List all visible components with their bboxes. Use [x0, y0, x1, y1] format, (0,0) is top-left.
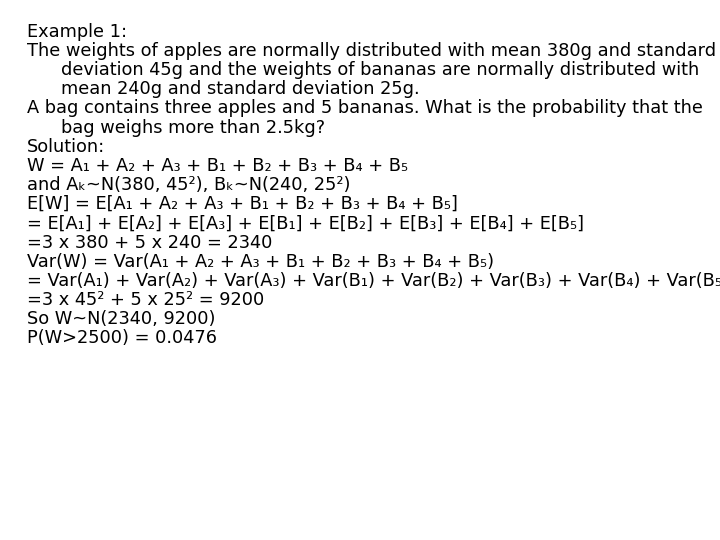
Text: deviation 45g and the weights of bananas are normally distributed with: deviation 45g and the weights of bananas…: [61, 61, 699, 79]
Text: =3 x 45² + 5 x 25² = 9200: =3 x 45² + 5 x 25² = 9200: [27, 291, 265, 309]
Text: = E[A₁] + E[A₂] + E[A₃] + E[B₁] + E[B₂] + E[B₃] + E[B₄] + E[B₅]: = E[A₁] + E[A₂] + E[A₃] + E[B₁] + E[B₂] …: [27, 214, 585, 232]
Text: = Var(A₁) + Var(A₂) + Var(A₃) + Var(B₁) + Var(B₂) + Var(B₃) + Var(B₄) + Var(B₅): = Var(A₁) + Var(A₂) + Var(A₃) + Var(B₁) …: [27, 272, 720, 290]
Text: and Aₖ~N(380, 45²), Bₖ~N(240, 25²): and Aₖ~N(380, 45²), Bₖ~N(240, 25²): [27, 176, 351, 194]
Text: Var(W) = Var(A₁ + A₂ + A₃ + B₁ + B₂ + B₃ + B₄ + B₅): Var(W) = Var(A₁ + A₂ + A₃ + B₁ + B₂ + B₃…: [27, 253, 495, 271]
Text: P(W>2500) = 0.0476: P(W>2500) = 0.0476: [27, 329, 217, 347]
Text: The weights of apples are normally distributed with mean 380g and standard: The weights of apples are normally distr…: [27, 42, 716, 60]
Text: W = A₁ + A₂ + A₃ + B₁ + B₂ + B₃ + B₄ + B₅: W = A₁ + A₂ + A₃ + B₁ + B₂ + B₃ + B₄ + B…: [27, 157, 408, 175]
Text: =3 x 380 + 5 x 240 = 2340: =3 x 380 + 5 x 240 = 2340: [27, 233, 273, 252]
Text: Example 1:: Example 1:: [27, 23, 127, 40]
Text: mean 240g and standard deviation 25g.: mean 240g and standard deviation 25g.: [61, 80, 420, 98]
Text: E[W] = E[A₁ + A₂ + A₃ + B₁ + B₂ + B₃ + B₄ + B₅]: E[W] = E[A₁ + A₂ + A₃ + B₁ + B₂ + B₃ + B…: [27, 195, 458, 213]
Text: So W~N(2340, 9200): So W~N(2340, 9200): [27, 310, 216, 328]
Text: A bag contains three apples and 5 bananas. What is the probability that the: A bag contains three apples and 5 banana…: [27, 99, 703, 117]
Text: Solution:: Solution:: [27, 138, 106, 156]
Text: bag weighs more than 2.5kg?: bag weighs more than 2.5kg?: [61, 118, 325, 137]
